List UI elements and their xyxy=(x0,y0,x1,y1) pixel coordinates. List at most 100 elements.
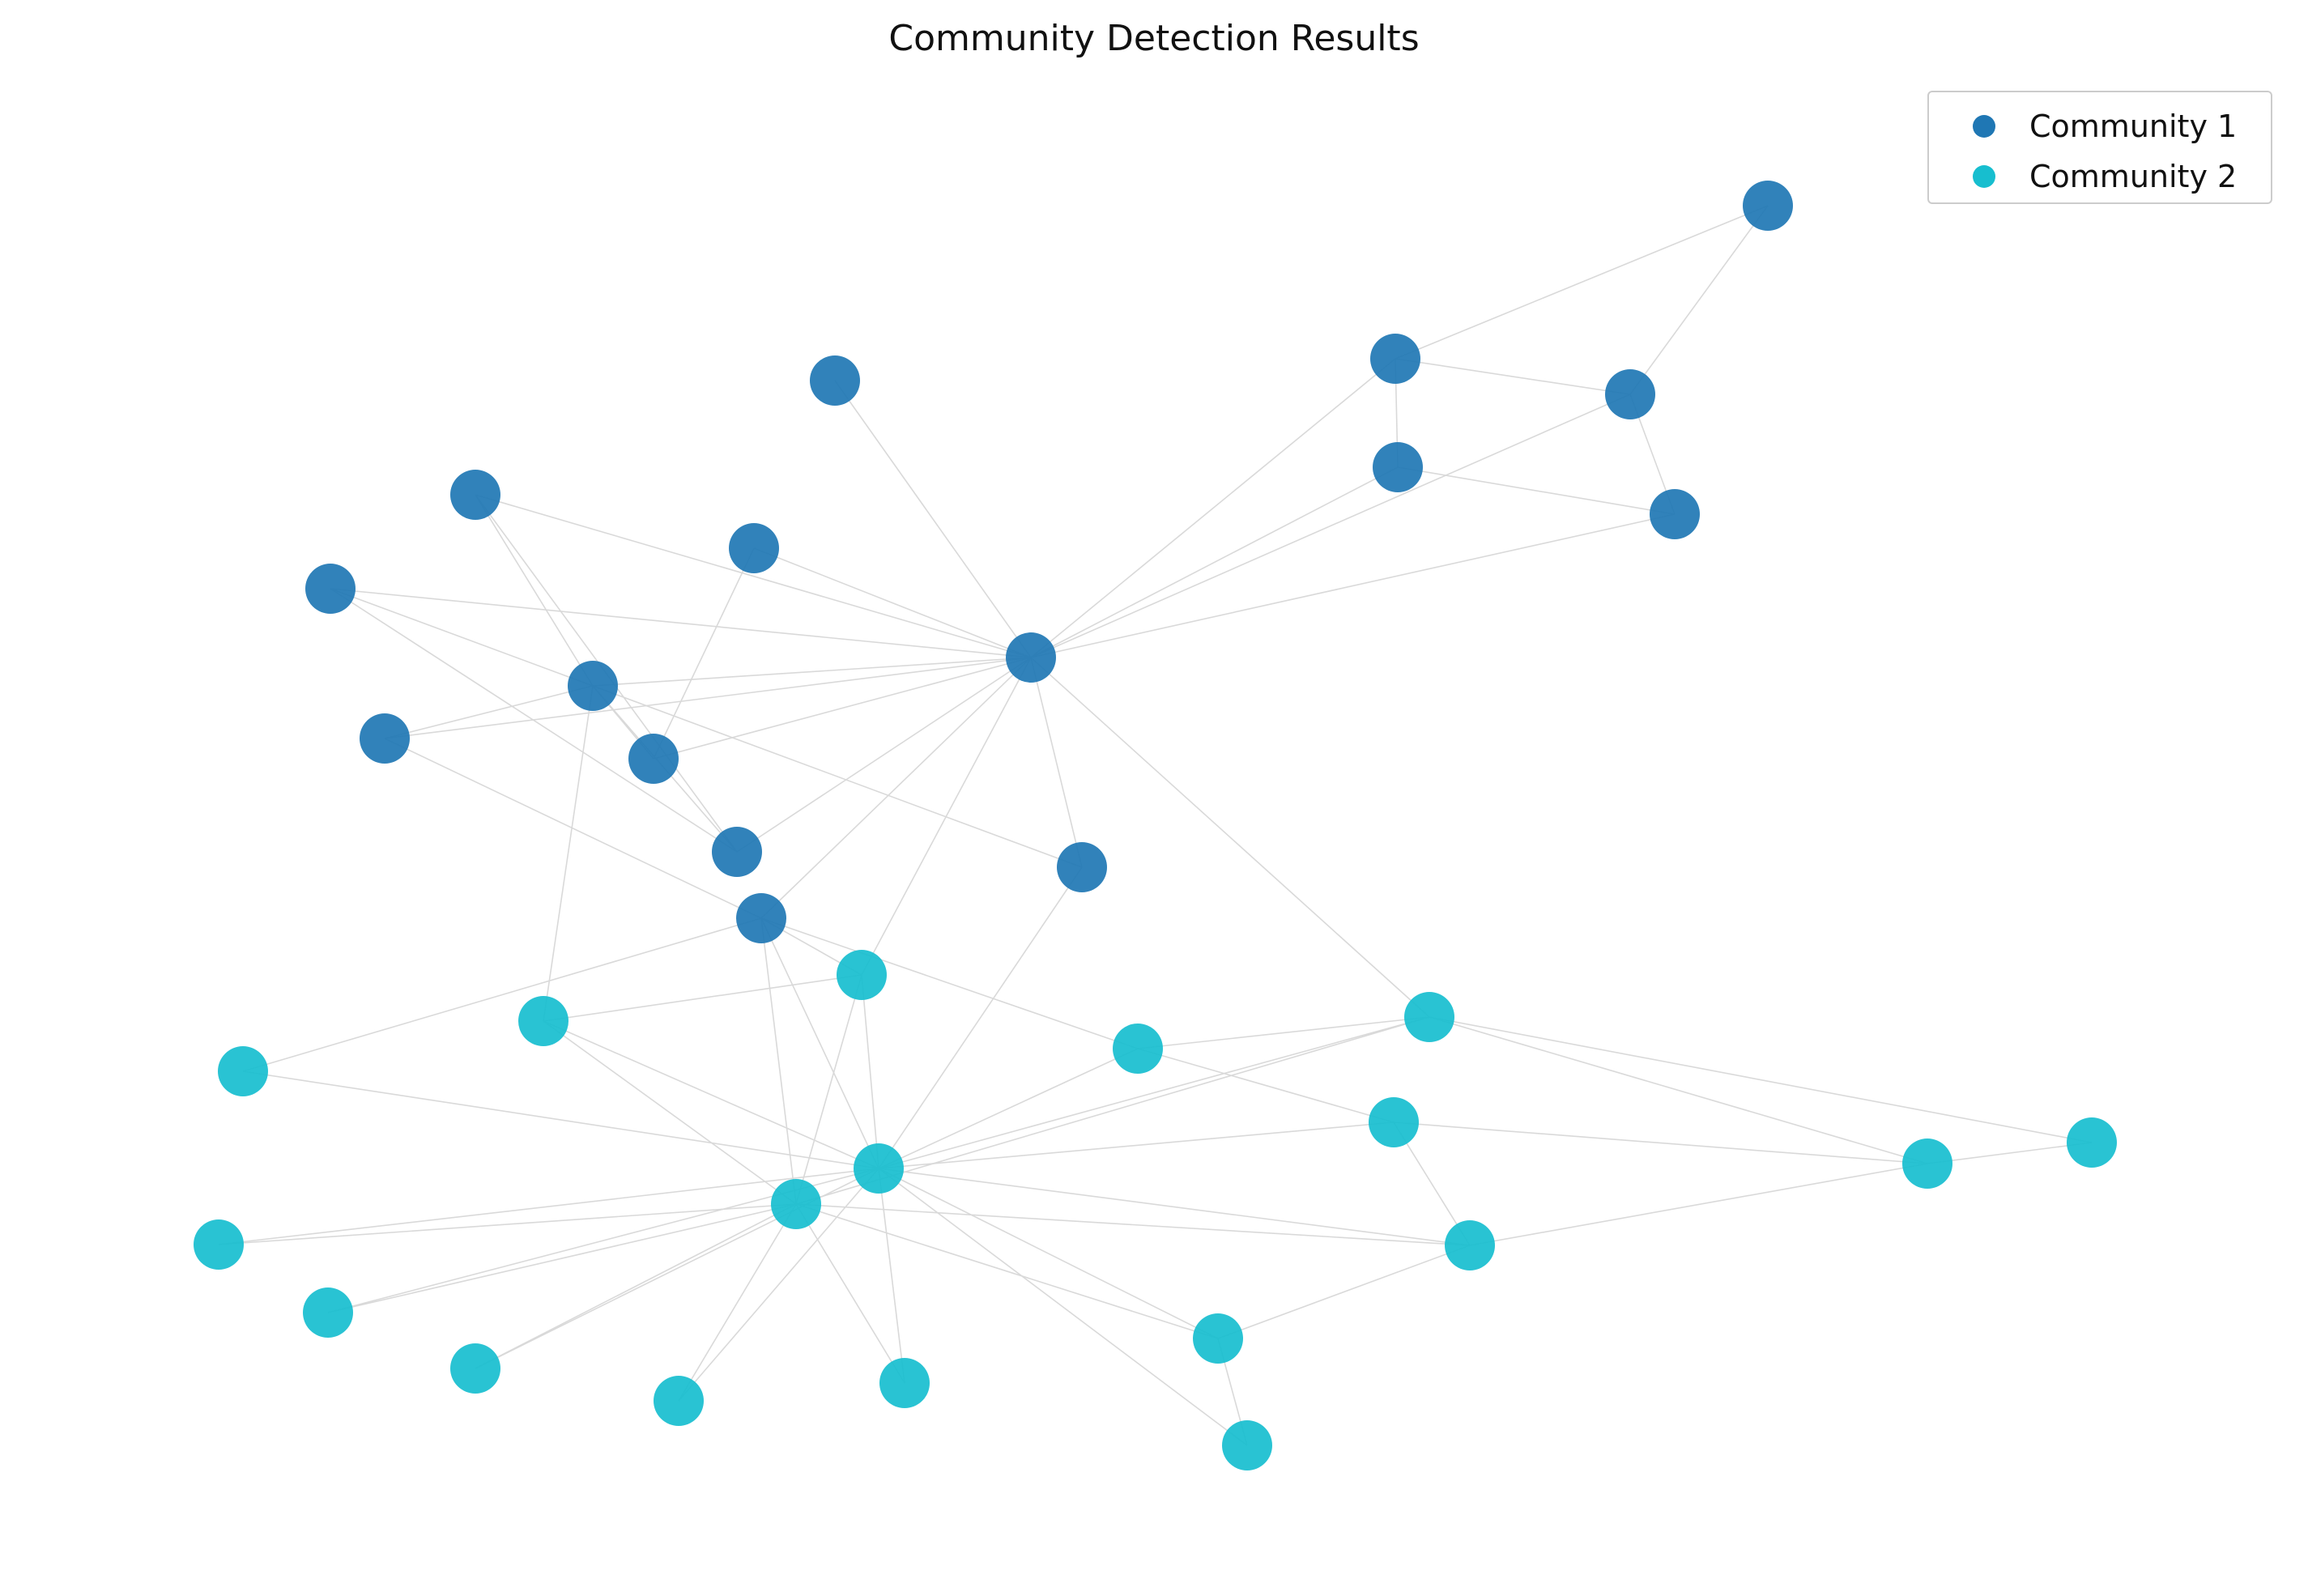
graph-edge xyxy=(543,1020,879,1169)
graph-edge xyxy=(878,1168,1219,1339)
graph-edge xyxy=(1137,1016,1430,1049)
graph-edge xyxy=(878,866,1083,1169)
node-community-2 xyxy=(1113,1024,1163,1074)
graph-edge xyxy=(878,1016,1430,1169)
graph-edge xyxy=(1217,1245,1471,1339)
node-community-2 xyxy=(654,1376,704,1426)
graph-edge xyxy=(878,1168,1248,1446)
graph-edge xyxy=(1429,1016,2093,1143)
graph-edge xyxy=(760,657,1032,919)
node-community-2 xyxy=(771,1179,821,1229)
graph-edge xyxy=(1395,205,1769,360)
node-community-2 xyxy=(2067,1117,2117,1168)
graph-edge xyxy=(1030,394,1631,658)
graph-edge xyxy=(1927,1142,2093,1164)
node-community-2 xyxy=(303,1287,353,1338)
node-community-2 xyxy=(218,1046,268,1096)
node-community-1 xyxy=(1650,489,1700,539)
node-community-2 xyxy=(879,1358,930,1408)
graph-edge xyxy=(1397,466,1676,515)
node-community-1 xyxy=(1006,632,1056,683)
graph-edge xyxy=(475,494,1032,658)
graph-edge xyxy=(878,1048,1139,1169)
graph-edge xyxy=(834,380,1032,658)
legend-entry-community-2: Community 2 xyxy=(1929,159,2237,194)
node-community-2 xyxy=(1445,1220,1495,1270)
node-community-1 xyxy=(810,355,860,406)
graph-edge xyxy=(760,917,879,1169)
graph-edge xyxy=(878,1168,905,1384)
graph-edge xyxy=(1393,1121,1928,1164)
graph-edge xyxy=(330,588,1032,658)
graph-edge xyxy=(1395,358,1631,395)
node-community-1 xyxy=(1057,842,1107,892)
graph-edge xyxy=(1030,657,1430,1018)
legend-entry-community-1: Community 1 xyxy=(1929,109,2237,144)
graph-edge xyxy=(330,588,594,687)
graph-edge xyxy=(1030,466,1399,658)
graph-edge xyxy=(1030,513,1676,658)
graph-edge xyxy=(878,1168,1471,1246)
graph-edge xyxy=(592,657,1032,687)
node-community-2 xyxy=(450,1343,500,1394)
node-community-1 xyxy=(568,661,618,711)
graph-edge xyxy=(861,974,879,1169)
node-community-1 xyxy=(628,734,679,784)
graph-edge xyxy=(543,685,594,1022)
graph-edge xyxy=(242,1070,879,1169)
graph-edge xyxy=(753,547,1032,658)
graph-edge xyxy=(653,547,755,760)
graph-edge xyxy=(1137,1048,1395,1123)
graph-edge xyxy=(242,917,762,1072)
graph-edge xyxy=(760,917,797,1205)
legend-label-community-2: Community 2 xyxy=(2029,159,2238,194)
graph-edge xyxy=(795,1203,905,1384)
legend-marker-community-1 xyxy=(1973,115,1995,138)
node-community-1 xyxy=(729,523,779,573)
node-community-2 xyxy=(194,1219,244,1270)
graph-edge xyxy=(543,974,862,1022)
legend-label-community-1: Community 1 xyxy=(2029,109,2238,144)
node-community-1 xyxy=(1743,181,1793,231)
node-community-1 xyxy=(360,713,410,764)
node-layer xyxy=(194,181,2117,1470)
graph-edge xyxy=(1030,657,1083,868)
node-community-2 xyxy=(837,950,887,1000)
graph-edge xyxy=(795,974,862,1205)
chart-title: Community Detection Results xyxy=(888,18,1420,59)
node-community-2 xyxy=(1193,1313,1243,1364)
graph-edge xyxy=(861,657,1032,976)
graph-edge xyxy=(1629,205,1769,395)
graph-edge xyxy=(760,917,1139,1049)
graph-edge xyxy=(878,1121,1395,1169)
node-community-2 xyxy=(1404,992,1454,1042)
graph-edge xyxy=(218,1203,797,1245)
graph-edge xyxy=(678,1203,797,1402)
graph-edge xyxy=(384,738,762,919)
node-community-2 xyxy=(854,1143,904,1194)
graph-edge xyxy=(327,1203,797,1313)
graph-edge xyxy=(384,685,594,739)
graph-edge xyxy=(795,1203,1219,1339)
graph-edge xyxy=(218,1168,879,1245)
node-community-2 xyxy=(1222,1420,1272,1470)
legend: Community 1 Community 2 xyxy=(1927,91,2272,204)
graph-edge xyxy=(1030,358,1396,658)
node-community-1 xyxy=(450,470,500,520)
node-community-1 xyxy=(1370,334,1420,384)
graph-edge xyxy=(384,657,1032,739)
graph-edge xyxy=(475,1203,797,1369)
graph-edge xyxy=(1429,1016,1928,1164)
node-community-1 xyxy=(305,564,356,614)
node-community-1 xyxy=(736,893,786,943)
graph-edge xyxy=(475,494,594,687)
graph-edge xyxy=(330,588,738,853)
node-community-1 xyxy=(1373,442,1423,492)
node-community-2 xyxy=(1902,1138,1952,1189)
graph-edge xyxy=(653,657,1032,760)
node-community-2 xyxy=(518,996,568,1046)
node-community-2 xyxy=(1369,1097,1419,1147)
node-community-1 xyxy=(712,827,762,877)
graph-edge xyxy=(736,657,1032,853)
edge-layer xyxy=(218,205,2093,1446)
